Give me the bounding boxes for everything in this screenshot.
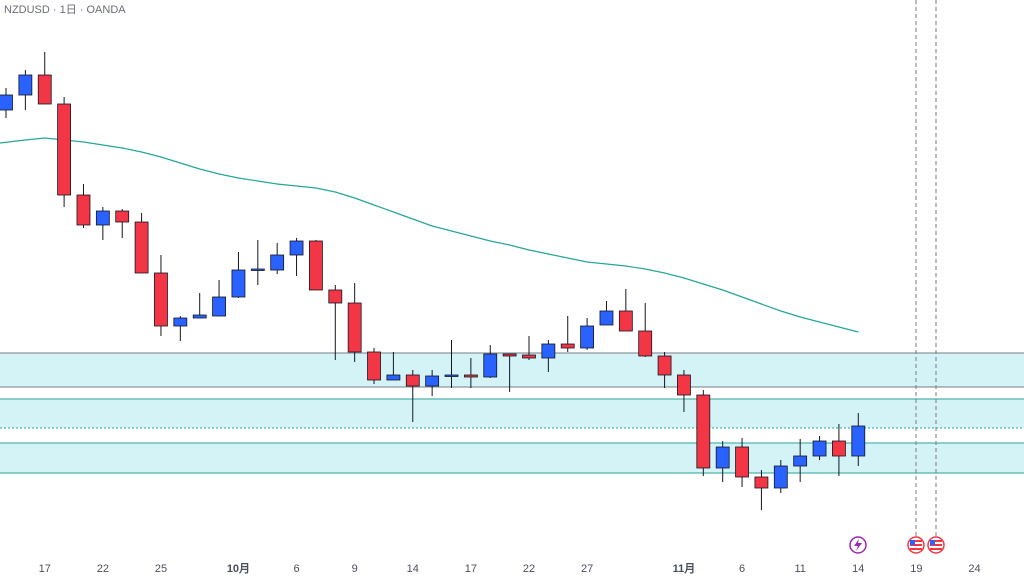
x-tick-label: 17 — [39, 563, 51, 575]
x-tick-label: 27 — [581, 563, 593, 575]
candle-body — [541, 343, 556, 359]
candle-body — [328, 289, 343, 304]
candle-body — [347, 302, 362, 353]
x-tick-label: 6 — [739, 563, 745, 575]
x-tick-label: 25 — [155, 563, 167, 575]
candle-body — [0, 94, 13, 111]
zone — [0, 399, 1024, 428]
candle-body — [832, 440, 846, 457]
chart-title: NZDUSD · 1日 · OANDA — [4, 4, 126, 16]
candle-body — [657, 355, 672, 376]
candle-body — [76, 194, 91, 226]
event-icon[interactable] — [927, 536, 945, 554]
moving-average — [0, 137, 859, 333]
candle-body — [696, 394, 711, 469]
plot — [0, 52, 866, 510]
x-tick-label: 10月 — [227, 562, 250, 575]
candle-body — [405, 374, 420, 387]
candle-body — [173, 317, 188, 327]
candle-body — [270, 254, 285, 271]
event-icon[interactable] — [907, 536, 925, 554]
candle-body — [618, 310, 633, 332]
candle-body — [154, 272, 168, 327]
x-tick-label: 17 — [465, 563, 477, 575]
candle-body — [231, 269, 246, 298]
candle-body — [212, 296, 226, 317]
candle-body — [677, 374, 691, 396]
candle-body — [851, 425, 866, 457]
candle-body — [812, 440, 827, 457]
x-tick-label: 11月 — [673, 562, 696, 575]
candle-body — [599, 310, 614, 326]
candle-body — [309, 240, 323, 291]
candle-body — [289, 240, 304, 256]
candle-body — [115, 210, 130, 223]
x-tick-label: 9 — [352, 563, 358, 575]
candle-body — [386, 374, 401, 381]
candle-body — [502, 353, 517, 357]
x-axis: 17 22 25 10月 6 9 14 17 22 27 11月 6 11 14 19 24 — [39, 562, 981, 575]
candle-body — [250, 268, 265, 271]
candle-body — [463, 374, 478, 378]
x-tick-label: 11 — [794, 563, 805, 575]
candle-body — [793, 455, 808, 467]
x-tick-label: 19 — [910, 563, 922, 575]
x-tick-label: 14 — [407, 563, 419, 575]
zone — [0, 353, 1024, 387]
candle-body — [367, 351, 381, 381]
candle-body — [37, 74, 52, 105]
x-tick-label: 22 — [97, 563, 109, 575]
zones — [0, 352, 1024, 474]
x-tick-label: 24 — [968, 563, 980, 575]
x-tick-label: 6 — [293, 563, 299, 575]
candle-body — [57, 103, 72, 196]
candle-body — [192, 314, 207, 319]
event-icon[interactable] — [849, 536, 867, 554]
candle-body — [95, 210, 110, 226]
candle-body — [483, 353, 498, 378]
candle-body — [425, 375, 440, 387]
candle-body — [444, 374, 459, 377]
candle-body — [18, 74, 33, 96]
candle-body — [735, 446, 749, 478]
x-tick-label: 22 — [523, 563, 535, 575]
candle-body — [134, 221, 149, 274]
candle-body — [754, 476, 769, 489]
candle-body — [580, 325, 594, 349]
candle-body — [773, 465, 788, 489]
candle-body — [715, 446, 730, 469]
x-tick-label: 14 — [852, 563, 864, 575]
zone — [0, 443, 1024, 473]
candle-body — [522, 354, 536, 359]
candle-body — [560, 343, 575, 349]
candle-body — [638, 330, 653, 357]
